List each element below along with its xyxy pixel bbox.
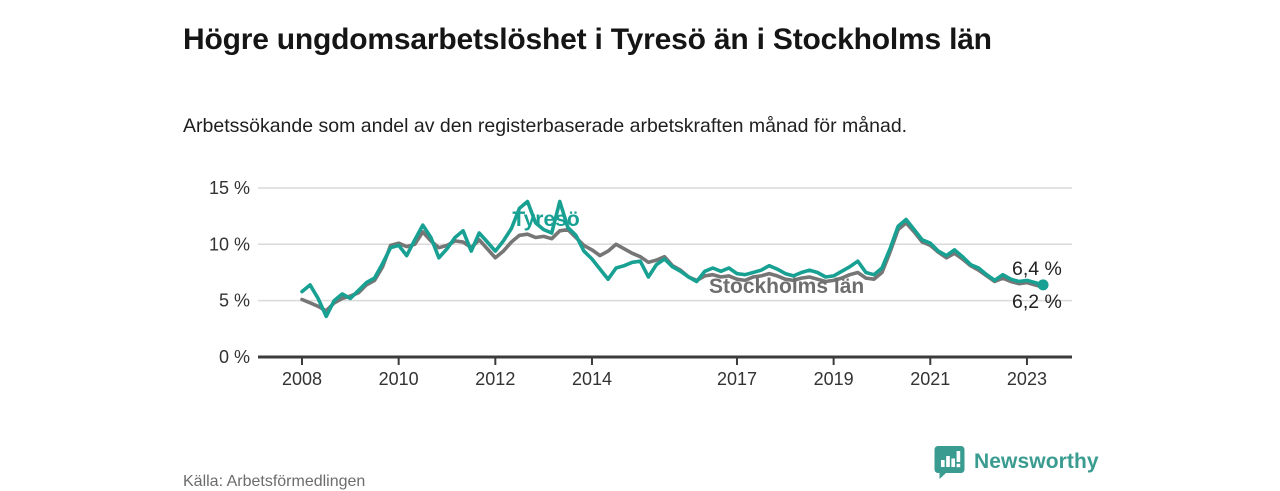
tyres-line [300,199,1045,319]
stockholms-l-n-series-label: Stockholms län [709,275,864,298]
x-axis-tick-label: 2019 [814,369,854,389]
y-axis-tick-label: 0 % [219,347,250,367]
x-axis-tick-label: 2012 [475,369,515,389]
newsworthy-logo-icon [934,446,965,479]
tyres-end-value-label: 6,4 % [1012,258,1062,280]
line-chart: 0 % 5 % 10 % 15 % 2008 2010 2012 2014 2017 2019 20… [209,178,1072,389]
page-title: Högre ungdomsarbetslöshet i Tyresö än i … [183,23,992,57]
stockholms-l-n-end-value-label: 6,2 % [1012,291,1062,313]
newsworthy-brand: Newsworthy [934,445,1099,479]
y-axis-tick-label: 10 % [209,234,250,254]
x-axis-tick-label: 2014 [572,369,612,389]
source-attribution: Källa: Arbetsförmedlingen [183,473,366,490]
chart-subtitle: Arbetssökande som andel av den registerb… [183,114,908,137]
y-axis-tick-label: 15 % [209,178,250,198]
x-axis-tick-label: 2010 [379,369,419,389]
chart-page: { "title": "Högre ungdomsarbetslöshet i … [183,23,1099,490]
x-axis-tick-label: 2023 [1007,369,1047,389]
x-axis-tick-label: 2021 [910,369,950,389]
x-axis-tick-label: 2008 [282,369,322,389]
x-axis-tick-label: 2017 [717,369,757,389]
tyres-end-dot [1037,279,1049,291]
y-axis-tick-label: 5 % [219,291,250,311]
newsworthy-wordmark: Newsworthy [974,450,1099,473]
tyres-series-label: Tyresö [512,208,579,231]
